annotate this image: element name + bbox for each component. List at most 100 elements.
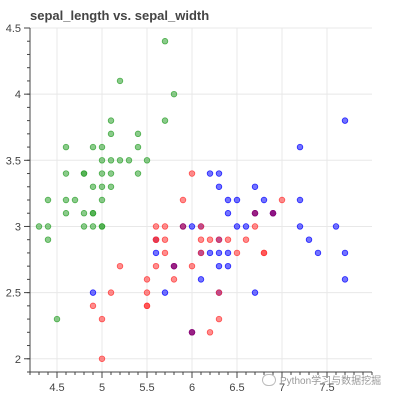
data-point bbox=[161, 249, 169, 257]
data-point bbox=[215, 236, 223, 243]
data-point bbox=[152, 262, 160, 270]
data-point bbox=[188, 262, 196, 270]
data-point bbox=[197, 236, 205, 243]
data-point bbox=[98, 183, 106, 190]
data-point bbox=[296, 223, 304, 230]
data-point bbox=[152, 223, 160, 230]
y-tick-label: 4.5 bbox=[6, 23, 21, 35]
data-point bbox=[53, 315, 61, 323]
data-point bbox=[107, 130, 115, 138]
data-point bbox=[278, 196, 286, 204]
data-point bbox=[206, 236, 214, 243]
x-tick-label: 7 bbox=[279, 382, 285, 394]
data-point bbox=[260, 249, 268, 257]
x-tick-label: 6.5 bbox=[229, 382, 244, 394]
axes: 4.5 5 5.5 6 6.5 7 7.5 2 2.5 3 3.5 4 4.5 bbox=[6, 23, 373, 394]
data-point bbox=[179, 223, 187, 230]
data-point bbox=[170, 262, 178, 270]
data-point bbox=[44, 223, 52, 230]
data-point bbox=[98, 196, 106, 204]
data-point bbox=[62, 143, 70, 151]
data-point bbox=[143, 289, 151, 296]
data-point bbox=[98, 157, 106, 164]
data-point bbox=[98, 143, 106, 151]
data-point bbox=[89, 210, 97, 217]
data-point bbox=[188, 329, 196, 336]
watermark-text: Python学习与数据挖掘 bbox=[280, 376, 382, 387]
data-point bbox=[62, 210, 70, 217]
data-point bbox=[143, 157, 151, 164]
data-point bbox=[161, 223, 169, 230]
watermark: Python学习与数据挖掘 bbox=[262, 372, 381, 387]
data-point bbox=[314, 249, 322, 257]
data-point bbox=[188, 223, 196, 230]
data-point bbox=[224, 210, 232, 217]
data-point bbox=[44, 236, 52, 243]
data-point bbox=[215, 262, 223, 270]
data-point bbox=[215, 170, 223, 177]
data-point bbox=[80, 170, 88, 177]
y-tick-label: 2 bbox=[15, 354, 21, 366]
data-point bbox=[296, 143, 304, 151]
data-point bbox=[107, 289, 115, 296]
data-point bbox=[35, 223, 43, 230]
y-tick-label: 4 bbox=[15, 89, 21, 101]
data-point bbox=[341, 276, 349, 283]
chart-title: sepal_length vs. sepal_width bbox=[30, 8, 210, 23]
data-point bbox=[161, 38, 169, 45]
data-point bbox=[98, 355, 106, 362]
data-point bbox=[107, 170, 115, 177]
x-tick-label: 5.5 bbox=[139, 382, 154, 394]
y-tick-label: 2.5 bbox=[6, 288, 21, 300]
wechat-icon bbox=[262, 373, 276, 386]
data-point bbox=[233, 249, 241, 257]
data-point bbox=[206, 170, 214, 177]
data-point bbox=[215, 249, 223, 257]
data-point bbox=[116, 77, 124, 85]
data-point bbox=[251, 223, 259, 230]
data-point bbox=[233, 223, 241, 230]
data-point bbox=[98, 315, 106, 323]
y-tick-label: 3 bbox=[15, 221, 21, 233]
data-point bbox=[134, 143, 142, 151]
data-point bbox=[242, 223, 250, 230]
data-point bbox=[224, 236, 232, 243]
data-point bbox=[206, 249, 214, 257]
data-point bbox=[116, 157, 124, 164]
grid bbox=[30, 27, 372, 372]
data-point bbox=[98, 223, 106, 230]
y-tick-label: 3.5 bbox=[6, 155, 21, 167]
data-point bbox=[206, 329, 214, 336]
data-point bbox=[134, 130, 142, 138]
data-points bbox=[35, 38, 349, 362]
series-0 bbox=[35, 38, 178, 323]
data-point bbox=[80, 223, 88, 230]
data-point bbox=[341, 249, 349, 257]
data-point bbox=[215, 289, 223, 296]
data-point bbox=[242, 236, 250, 243]
data-point bbox=[224, 249, 232, 257]
data-point bbox=[116, 262, 124, 270]
data-point bbox=[80, 210, 88, 217]
data-point bbox=[224, 262, 232, 270]
data-point bbox=[161, 289, 169, 296]
data-point bbox=[197, 276, 205, 283]
data-point bbox=[251, 289, 259, 296]
data-point bbox=[134, 170, 142, 177]
data-point bbox=[89, 143, 97, 151]
data-point bbox=[161, 236, 169, 243]
data-point bbox=[152, 236, 160, 243]
data-point bbox=[89, 302, 97, 310]
series-2 bbox=[89, 170, 286, 362]
data-point bbox=[332, 223, 340, 230]
data-point bbox=[62, 196, 70, 204]
data-point bbox=[251, 183, 259, 190]
data-point bbox=[170, 90, 178, 98]
x-tick-label: 7.5 bbox=[319, 382, 334, 394]
data-point bbox=[260, 196, 268, 204]
data-point bbox=[188, 170, 196, 177]
data-point bbox=[44, 196, 52, 204]
series-3 bbox=[170, 210, 277, 336]
data-point bbox=[305, 236, 313, 243]
